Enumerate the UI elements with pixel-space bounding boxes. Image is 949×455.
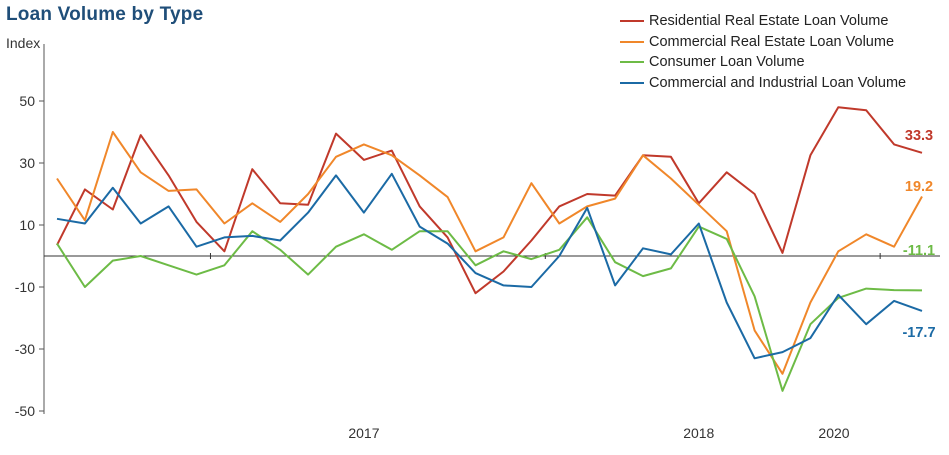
legend-swatch: [620, 61, 644, 64]
legend-swatch: [620, 40, 644, 43]
x-tick-label: 2017: [348, 425, 379, 441]
legend-item: Residential Real Estate Loan Volume: [620, 11, 906, 32]
legend: Residential Real Estate Loan Volume Comm…: [620, 11, 906, 93]
series-line: [56, 106, 923, 295]
legend-label: Consumer Loan Volume: [649, 54, 805, 71]
x-tick-label: 2020: [818, 425, 849, 441]
end-value-label: 33.3: [905, 128, 933, 144]
end-value-label: -17.7: [902, 325, 935, 341]
y-axis-label: Index: [6, 35, 41, 51]
legend-item: Consumer Loan Volume: [620, 52, 906, 73]
series-line: [56, 172, 923, 360]
series-line: [56, 216, 923, 392]
end-value-label: -11.1: [903, 243, 935, 259]
series-line: [56, 131, 923, 375]
legend-label: Commercial Real Estate Loan Volume: [649, 33, 895, 50]
legend-swatch: [620, 20, 644, 23]
y-tick-label: -10: [15, 279, 35, 295]
y-tick-label: -30: [15, 341, 35, 357]
y-tick-label: -50: [15, 403, 35, 419]
legend-label: Commercial and Industrial Loan Volume: [649, 74, 907, 91]
end-value-label: 19.2: [905, 179, 933, 195]
legend-swatch: [620, 81, 644, 84]
y-tick-label: 50: [19, 93, 35, 109]
chart-title: Loan Volume by Type: [6, 4, 204, 25]
legend-item: Commercial and Industrial Loan Volume: [620, 73, 906, 94]
legend-label: Residential Real Estate Loan Volume: [649, 13, 889, 30]
y-tick-label: 30: [19, 155, 35, 171]
legend-item: Commercial Real Estate Loan Volume: [620, 32, 906, 53]
x-tick-label: 2018: [683, 425, 714, 441]
y-tick-label: 10: [19, 217, 35, 233]
